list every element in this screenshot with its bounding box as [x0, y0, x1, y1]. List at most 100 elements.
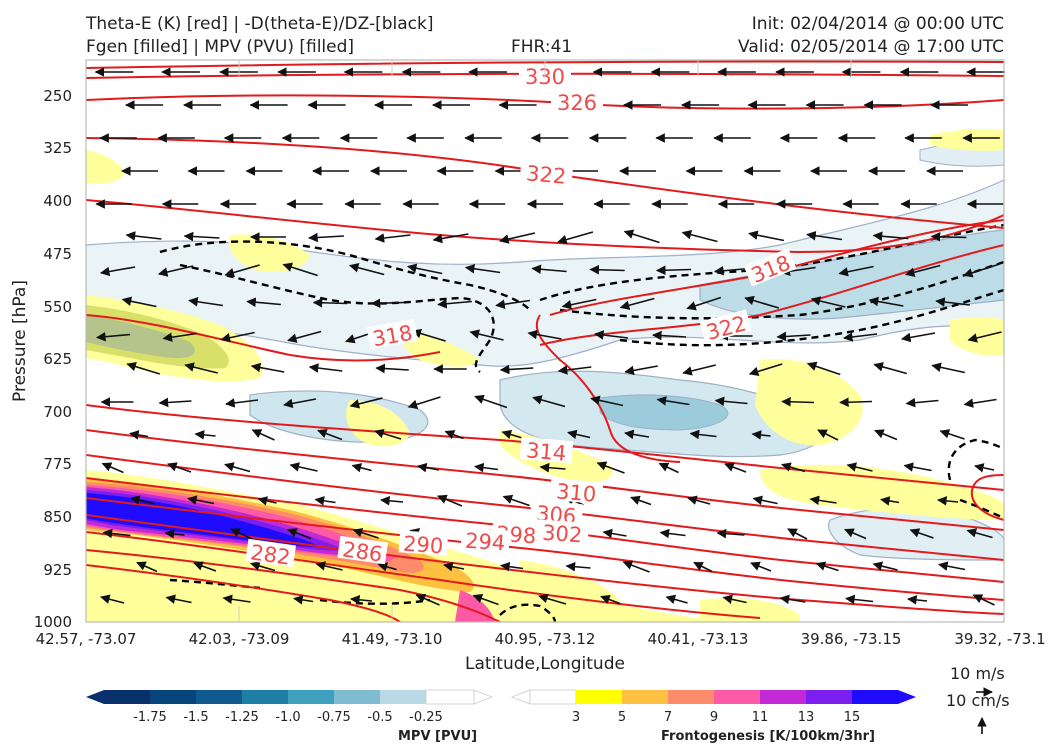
fgen-tick-1: 5 — [618, 710, 626, 725]
wind-vector — [472, 593, 499, 606]
wind-vector — [317, 429, 343, 441]
wind-vector — [594, 330, 629, 340]
wind-vector — [659, 528, 686, 539]
wind-vector — [967, 331, 1002, 343]
theta-e-label-302: 302 — [541, 521, 583, 548]
wind-vector — [444, 430, 464, 440]
wind-vector — [157, 265, 194, 277]
fgen-fill-mid-2 — [399, 330, 480, 367]
wind-vector — [99, 266, 136, 277]
wind-vector — [656, 396, 690, 406]
wind-vector — [432, 233, 469, 244]
wind-vector — [121, 296, 157, 308]
wind-vector — [622, 560, 650, 573]
wind-vector — [500, 561, 524, 572]
valid-time: Valid: 02/05/2014 @ 17:00 UTC — [738, 37, 1004, 57]
wind-vector — [905, 397, 939, 408]
mpv-tick-5: -0.5 — [367, 710, 392, 725]
wind-vector — [815, 561, 839, 572]
wind-vector — [136, 561, 158, 573]
fgen-fill-bottom-right-2 — [700, 598, 800, 622]
wind-vector — [474, 462, 499, 473]
wind-vector — [693, 561, 713, 573]
wind-vector — [596, 461, 625, 474]
wind-vector — [443, 561, 465, 572]
wind-vector — [531, 264, 567, 275]
fgen-fill-left-mid-7 — [86, 315, 195, 358]
y-tick-925: 925 — [43, 561, 72, 579]
wind-vector — [474, 394, 508, 409]
dthetae-contour-5 — [619, 288, 1004, 347]
x-axis-ticks: 42.57, -73.07 42.03, -73.09 41.49, -73.1… — [36, 630, 1046, 648]
wind-vector — [724, 462, 747, 473]
wind-vector — [469, 329, 504, 341]
wind-vector — [665, 594, 688, 604]
wind-vector — [167, 462, 192, 473]
theta-e-labels: 330 326 322 318 322 318 314 310 306 302 … — [245, 64, 797, 570]
wind-vector — [624, 365, 658, 376]
fgen-fill-mid-1 — [228, 234, 310, 272]
wind-vector — [349, 397, 383, 409]
wind-vector — [845, 594, 874, 605]
y-tick-325: 325 — [43, 139, 72, 157]
wind-vector — [590, 395, 624, 407]
wind-vector — [930, 231, 967, 242]
theta-e-contour-314 — [86, 404, 1004, 491]
dthetae-contour-4 — [559, 260, 1004, 320]
wind-vector — [809, 495, 837, 506]
wind-vector — [380, 496, 404, 506]
wind-vector — [158, 397, 192, 408]
y-tick-625: 625 — [43, 350, 72, 368]
wind-vector — [370, 298, 406, 309]
wind-vector — [224, 462, 251, 473]
wind-vector — [619, 297, 655, 310]
theta-e-label-314: 314 — [525, 438, 567, 465]
theta-e-label-322-upper: 322 — [525, 161, 567, 188]
dthetae-contour-7 — [959, 498, 1004, 520]
wind-vector — [689, 429, 717, 440]
wind-vector — [350, 595, 373, 605]
wind-vector — [293, 595, 314, 605]
dthetae-contour-2 — [179, 263, 495, 373]
wind-vector — [502, 494, 530, 507]
fgen-tick-5: 13 — [798, 710, 815, 725]
wind-vector — [874, 429, 898, 441]
wind-vector — [374, 428, 402, 440]
wind-vector — [907, 595, 928, 605]
theta-e-contour-282 — [86, 564, 401, 622]
wind-vector — [716, 528, 745, 539]
wind-vector — [406, 263, 443, 275]
x-axis-label: Latitude,Longitude — [465, 654, 625, 674]
fgen-tick-3: 9 — [710, 710, 718, 725]
fgen-tick-2: 7 — [664, 710, 672, 725]
x-tick-6: 39.32, -73.1 — [954, 630, 1045, 648]
wind-vector — [750, 561, 772, 572]
wind-vector — [686, 296, 722, 311]
wind-vector — [225, 398, 259, 408]
wind-vector — [557, 231, 594, 245]
wind-vector — [872, 231, 909, 242]
wind-vector — [100, 594, 125, 604]
forecast-hour: FHR:41 — [511, 37, 573, 57]
wind-vector — [162, 332, 197, 342]
wind-vector — [188, 297, 223, 307]
fgen-fill-mid-3 — [346, 400, 410, 447]
wind-vector — [938, 561, 966, 571]
fgen-tick-6: 15 — [844, 710, 861, 725]
theta-e-contour-306 — [86, 454, 1004, 561]
wind-vector — [817, 429, 839, 441]
theta-e-label-294: 294 — [464, 529, 506, 556]
theta-e-contour-286 — [86, 549, 501, 622]
wind-vector — [651, 330, 687, 341]
wind-vector — [752, 495, 778, 505]
init-time: Init: 02/04/2014 @ 00:00 UTC — [751, 14, 1004, 34]
chart-title-line2: Fgen [filled] | MPV (PVU) [filled] — [86, 37, 355, 57]
wind-vector — [287, 528, 312, 540]
wind-vector — [407, 396, 441, 409]
wind-vector — [974, 463, 995, 473]
wind-vector — [187, 495, 215, 505]
wind-vector — [308, 363, 343, 373]
y-tick-550: 550 — [43, 298, 72, 316]
wind-vector — [95, 331, 131, 342]
